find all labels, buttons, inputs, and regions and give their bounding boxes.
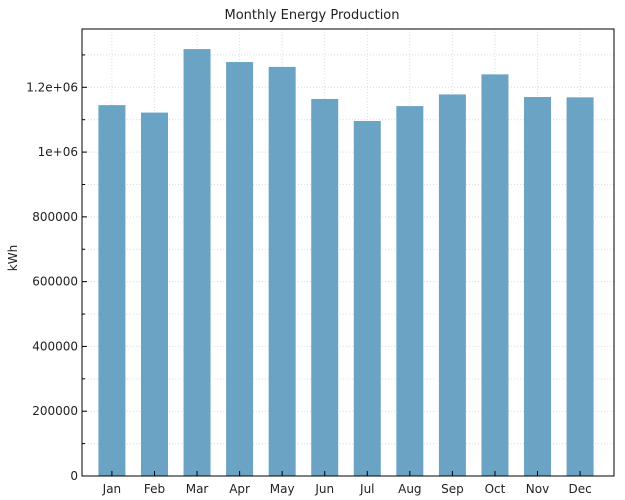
x-tick-label: May [270,482,295,496]
x-tick-label: Jun [314,482,334,496]
x-tick-label: Jan [102,482,122,496]
x-tick-label: Jul [359,482,374,496]
x-tick-label: Mar [186,482,209,496]
x-tick-label: Oct [485,482,506,496]
bar-may [268,66,296,476]
y-tick-label: 800000 [32,210,78,224]
x-axis-ticks: Jan Feb Mar Apr May Jun Jul Aug Sep Oct Nov Dec [102,471,592,496]
y-tick-label: 400000 [32,339,78,353]
bar-nov [524,97,552,477]
x-tick-label: Nov [526,482,549,496]
y-tick-label: 600000 [32,275,78,289]
x-tick-label: Aug [398,482,421,496]
x-tick-label: Feb [144,482,165,496]
x-tick-label: Dec [568,482,591,496]
bar-mar [183,49,211,476]
bar-jun [311,98,339,477]
bar-jan [98,105,126,476]
y-axis-label: kWh [6,245,20,271]
y-tick-label: 1e+06 [38,145,78,159]
bar-sep [438,94,466,477]
bar-jul [353,120,381,476]
chart-title: Monthly Energy Production [225,8,400,23]
y-tick-label: 200000 [32,404,78,418]
bar-feb [140,112,168,476]
bar-apr [226,62,254,477]
y-axis-ticks: 0 200000 400000 600000 800000 1e+06 1.2e+06 [26,54,87,483]
x-tick-label: Sep [441,482,464,496]
bar-oct [481,74,509,476]
x-tick-label: Apr [229,482,250,496]
y-tick-label: 1.2e+06 [26,80,78,94]
bar-dec [566,97,594,477]
plot-border [81,28,615,477]
plot-frame [81,28,615,477]
y-tick-label: 0 [70,469,78,483]
bars [98,49,594,477]
bar-aug [396,106,424,476]
